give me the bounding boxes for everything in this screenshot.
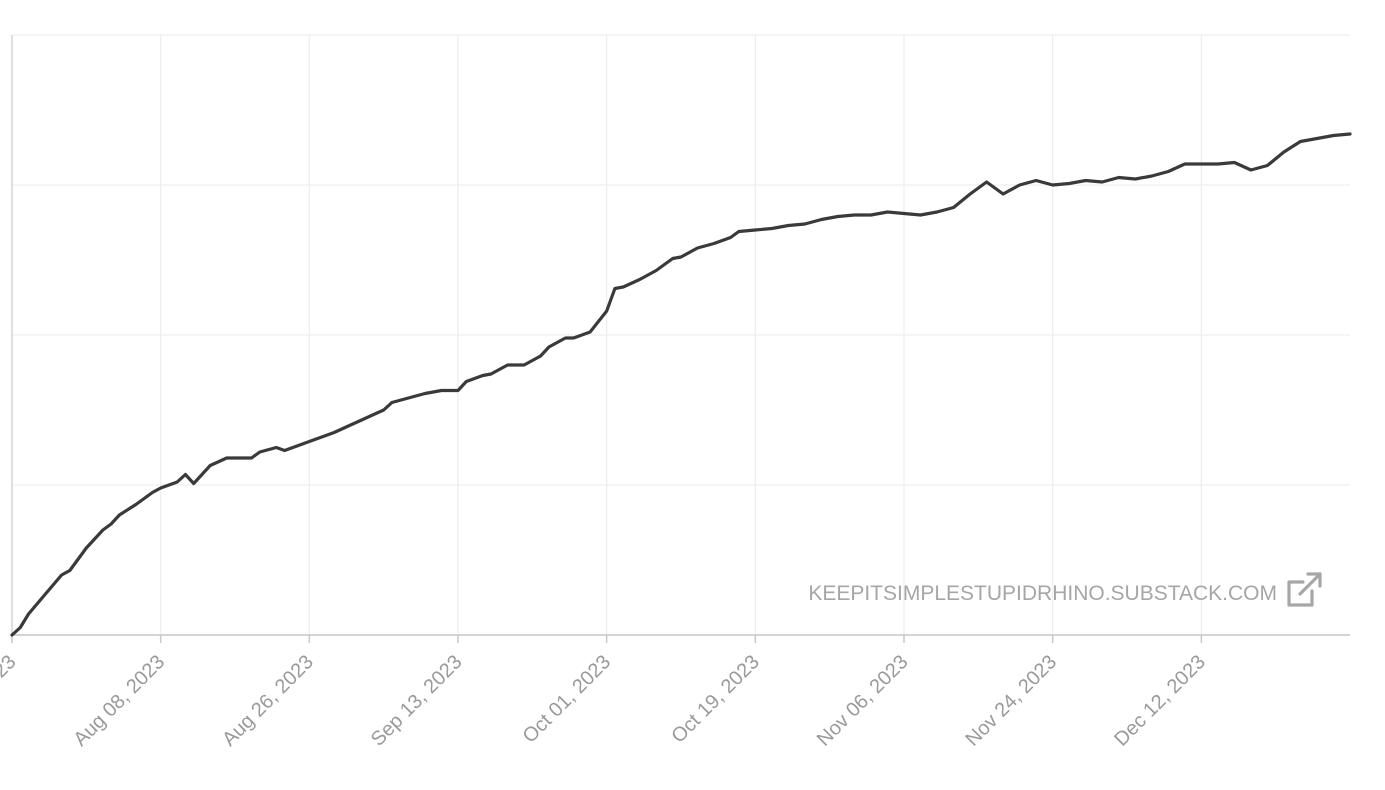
x-axis: Jul 21, 2023 Aug 08, 2023 Aug 26, 2023 Sep … [0,635,1210,751]
x-tick-label: Nov 06, 2023 [813,651,913,751]
x-tick-label: Oct 19, 2023 [667,651,764,748]
grid [11,34,1350,636]
external-link-icon[interactable] [1287,572,1322,607]
series-line [10,132,1352,637]
x-tick-label: Aug 08, 2023 [70,651,170,751]
x-tick-label: Dec 12, 2023 [1110,651,1210,751]
x-tick-label: Oct 01, 2023 [519,651,616,748]
x-tick-label: Jul 21, 2023 [0,651,21,744]
x-tick-label: Nov 24, 2023 [962,651,1062,751]
watermark-text: KEEPITSIMPLESTUPIDRHINO.SUBSTACK.COM [808,582,1277,605]
watermark[interactable]: KEEPITSIMPLESTUPIDRHINO.SUBSTACK.COM [808,572,1322,607]
x-tick-label: Aug 26, 2023 [218,651,318,751]
x-tick-label: Sep 13, 2023 [367,651,467,751]
